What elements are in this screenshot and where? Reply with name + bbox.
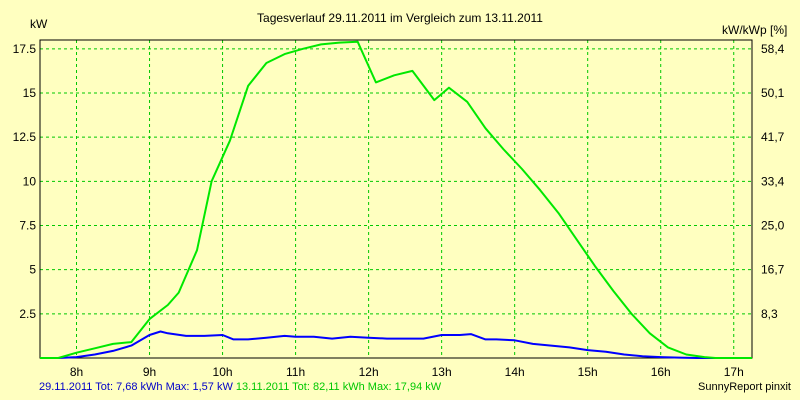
y-tick-label-right: 16,7 xyxy=(761,263,785,277)
credit-text: SunnyReport pinxit xyxy=(698,381,791,393)
x-tick-label: 8h xyxy=(70,365,83,379)
y-axis-right-label: kW/kWp [%] xyxy=(722,23,787,37)
series-line-13-11-2011 xyxy=(40,40,752,359)
x-tick-label: 10h xyxy=(213,365,233,379)
y-tick-label-right: 58,4 xyxy=(761,42,785,56)
y-tick-label-left: 10 xyxy=(23,174,37,188)
legend: 29.11.2011 Tot: 7,68 kWh Max: 1,57 kW 13… xyxy=(39,381,441,393)
series-layer xyxy=(40,40,752,359)
grid-layer xyxy=(40,40,752,358)
y-tick-label-right: 41,7 xyxy=(761,130,785,144)
legend-series-13-11-2011: 13.11.2011 Tot: 82,11 kWh Max: 17,94 kW xyxy=(235,381,442,393)
chart-title: Tagesverlauf 29.11.2011 im Vergleich zum… xyxy=(257,11,543,25)
legend-footer: 29.11.2011 Tot: 7,68 kWh Max: 1,57 kW 13… xyxy=(0,381,800,399)
y-tick-label-right: 33,4 xyxy=(761,174,785,188)
x-tick-label: 15h xyxy=(578,365,598,379)
x-tick-label: 11h xyxy=(286,365,305,379)
plot-frame xyxy=(39,39,753,359)
y-axis-left-label: kW xyxy=(30,17,48,31)
axis-layer: 8h 9h 10h 11h 12h 13h 14h 15h 16h 17h 2.5 8,3 5 16,7 7… xyxy=(13,39,785,379)
legend-series-29-11-2011: 29.11.2011 Tot: 7,68 kWh Max: 1,57 kW xyxy=(39,381,233,393)
x-tick-label: 12h xyxy=(359,365,379,379)
y-tick-label-right: 50,1 xyxy=(761,86,785,100)
y-tick-label-left: 5 xyxy=(29,263,36,277)
x-tick-label: 17h xyxy=(724,365,744,379)
x-tick-label: 16h xyxy=(651,365,671,379)
x-tick-label: 13h xyxy=(432,365,452,379)
series-line-29-11-2011 xyxy=(40,330,752,359)
y-tick-label-left: 15 xyxy=(23,86,37,100)
y-tick-label-left: 7.5 xyxy=(19,219,36,233)
x-tick-label: 14h xyxy=(505,365,525,379)
y-tick-label-left: 12.5 xyxy=(13,130,37,144)
y-tick-label-right: 8,3 xyxy=(761,307,778,321)
y-tick-label-left: 17.5 xyxy=(13,42,37,56)
y-tick-label-left: 2.5 xyxy=(19,307,36,321)
x-tick-label: 9h xyxy=(143,365,156,379)
y-tick-label-right: 25,0 xyxy=(761,219,785,233)
